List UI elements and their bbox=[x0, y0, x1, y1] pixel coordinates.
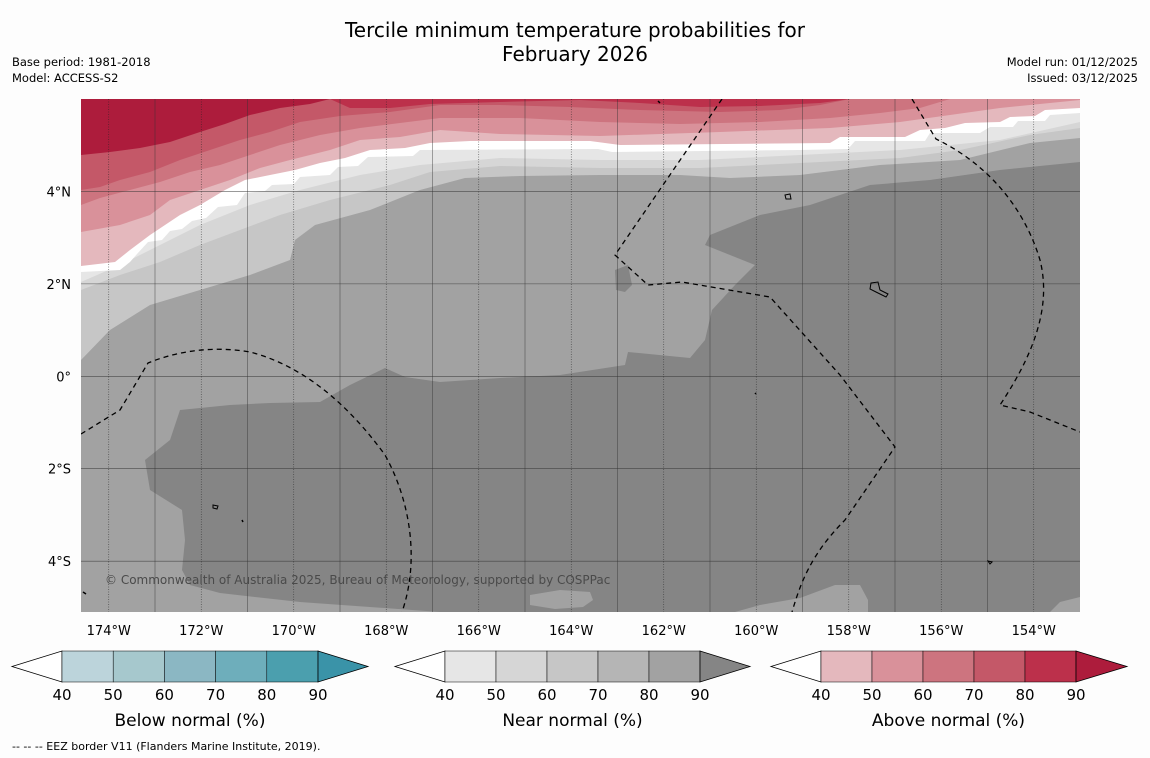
lon-label: 166°W bbox=[457, 624, 501, 639]
colorbar-tick-label: 50 bbox=[862, 686, 881, 704]
colorbar-tick-label: 90 bbox=[690, 686, 709, 704]
colorbar-segment bbox=[597, 650, 650, 683]
colorbar-max-triangle bbox=[1075, 650, 1129, 683]
colorbar-segment bbox=[164, 650, 216, 683]
base-period: Base period: 1981-2018 bbox=[12, 55, 151, 69]
field-above-80 bbox=[81, 99, 850, 190]
lon-label: 164°W bbox=[549, 624, 593, 639]
field-near-90-island-patch bbox=[615, 265, 632, 292]
island-7 bbox=[657, 100, 661, 104]
title-line-1: Tercile minimum temperature probabilitie… bbox=[344, 18, 806, 42]
lon-label: 172°W bbox=[179, 624, 223, 639]
colorbar-max-triangle bbox=[699, 650, 752, 683]
colorbar-tick-label: 70 bbox=[964, 686, 983, 704]
lon-label: 160°W bbox=[734, 624, 778, 639]
colorbar-segment bbox=[61, 650, 114, 683]
eez-border-central bbox=[614, 99, 896, 612]
colorbar-tick-label: 80 bbox=[1015, 686, 1034, 704]
island-8 bbox=[82, 591, 87, 595]
colorbar-max-triangle bbox=[317, 650, 370, 683]
colorbar-min-triangle bbox=[10, 650, 63, 683]
lon-label: 156°W bbox=[919, 624, 963, 639]
colorbar-tick-label: 60 bbox=[537, 686, 556, 704]
run-info: Model run: 01/12/2025 Issued: 03/12/2025 bbox=[1007, 54, 1138, 86]
colorbar-tick-label: 70 bbox=[206, 686, 225, 704]
lon-label: 174°W bbox=[87, 624, 131, 639]
colorbar-tick-label: 80 bbox=[257, 686, 276, 704]
island-2 bbox=[869, 281, 889, 298]
map-title: Tercile minimum temperature probabilitie… bbox=[0, 18, 1150, 66]
colorbar-tick-label: 40 bbox=[52, 686, 71, 704]
lon-label: 170°W bbox=[272, 624, 316, 639]
colorbar-segment bbox=[495, 650, 548, 683]
colorbar-tick-label: 80 bbox=[639, 686, 658, 704]
colorbar-min-triangle bbox=[769, 650, 822, 683]
eez-border-east bbox=[911, 99, 1080, 433]
lon-label: 158°W bbox=[827, 624, 871, 639]
lat-label: 2°N bbox=[47, 278, 72, 293]
colorbar-2: 40 50 60 70 80 90 Near normal (%) bbox=[393, 650, 752, 731]
colorbar-tick-label: 90 bbox=[308, 686, 327, 704]
field-near-80-southeast bbox=[735, 585, 868, 612]
lat-label: 0° bbox=[56, 370, 71, 385]
lon-label: 154°W bbox=[1012, 624, 1056, 639]
colorbar-tick-label: 70 bbox=[588, 686, 607, 704]
colorbar-segment bbox=[444, 650, 497, 683]
colorbar-tick-label: 60 bbox=[155, 686, 174, 704]
field-near-80-corner bbox=[1050, 597, 1080, 612]
colorbar-segment bbox=[1024, 650, 1077, 683]
probability-field: © Commonwealth of Australia 2025, Bureau… bbox=[81, 99, 1080, 612]
islands bbox=[82, 100, 993, 595]
colorbar-segment bbox=[871, 650, 924, 683]
colorbar-segment bbox=[215, 650, 268, 683]
latitude-labels: 4°N 2°N 0° 2°S 4°S bbox=[47, 185, 72, 570]
island-5 bbox=[241, 519, 244, 523]
issued-date: Issued: 03/12/2025 bbox=[1027, 71, 1138, 85]
colorbar-title: Above normal (%) bbox=[872, 711, 1025, 731]
field-above-70 bbox=[81, 99, 950, 205]
island-4 bbox=[986, 560, 993, 565]
colorbar-segment bbox=[546, 650, 599, 683]
colorbar-tick-label: 40 bbox=[811, 686, 830, 704]
longitude-labels: 174°W 172°W 170°W 168°W 166°W 164°W 162°W 160°W… bbox=[87, 624, 1056, 639]
colorbar-3: 40 50 60 70 80 90 Above normal (%) bbox=[769, 650, 1129, 731]
colorbar-tick-label: 50 bbox=[104, 686, 123, 704]
colorbar-tick-label: 50 bbox=[486, 686, 505, 704]
lon-label: 168°W bbox=[364, 624, 408, 639]
colorbar-segment bbox=[648, 650, 701, 683]
colorbar-tick-label: 40 bbox=[435, 686, 454, 704]
eez-footnote: -- -- -- EEZ border V11 (Flanders Marine… bbox=[12, 740, 321, 753]
colorbar-title: Near normal (%) bbox=[502, 711, 642, 731]
colorbar-segment bbox=[820, 650, 873, 683]
colorbar-tick-label: 60 bbox=[913, 686, 932, 704]
colorbar-segment bbox=[266, 650, 319, 683]
colorbar-segment bbox=[922, 650, 975, 683]
field-near-80-south-patch bbox=[530, 590, 593, 609]
colorbar-1: 40 50 60 70 80 90 Below normal (%) bbox=[10, 650, 370, 731]
colorbars: 40 50 60 70 80 90 Below normal (%) 40 50 60 70 80 90… bbox=[10, 650, 1129, 731]
model-run: Model run: 01/12/2025 bbox=[1006, 55, 1138, 69]
model-name: Model: ACCESS-S2 bbox=[12, 71, 119, 85]
eez-border-west bbox=[81, 348, 412, 612]
colorbar-title: Below normal (%) bbox=[115, 711, 266, 731]
title-line-2: February 2026 bbox=[502, 42, 648, 66]
eez-border bbox=[81, 99, 1080, 612]
island-6 bbox=[754, 392, 757, 395]
colorbar-min-triangle bbox=[393, 650, 446, 683]
colorbar-tick-label: 90 bbox=[1066, 686, 1085, 704]
field-above-90 bbox=[81, 99, 330, 155]
colorbar-segment bbox=[973, 650, 1026, 683]
copyright-text: © Commonwealth of Australia 2025, Bureau… bbox=[105, 573, 610, 587]
model-info: Base period: 1981-2018 Model: ACCESS-S2 bbox=[12, 54, 151, 86]
lat-label: 4°S bbox=[48, 555, 71, 570]
colorbar-segment bbox=[112, 650, 165, 683]
island-3 bbox=[212, 504, 219, 510]
field-near-80 bbox=[81, 99, 1080, 612]
island-1 bbox=[784, 193, 792, 200]
lat-label: 4°N bbox=[47, 185, 72, 200]
lon-label: 162°W bbox=[642, 624, 686, 639]
lat-label: 2°S bbox=[48, 463, 71, 478]
